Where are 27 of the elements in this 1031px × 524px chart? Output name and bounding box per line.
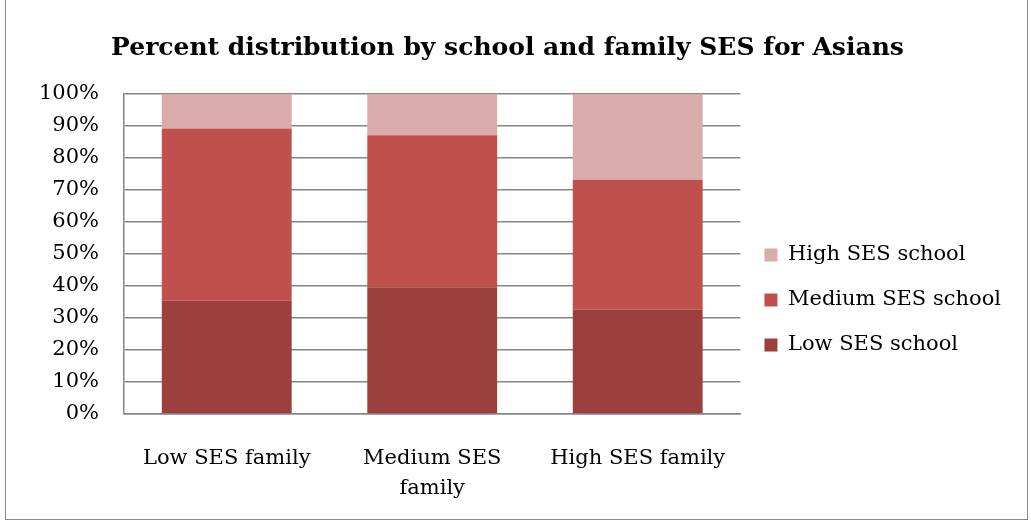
y-tick-label: 10%	[52, 368, 99, 393]
y-tick-label: 40%	[52, 272, 99, 297]
bar	[572, 309, 703, 414]
x-tick-label: Medium SES family	[363, 445, 502, 499]
legend-label: Medium SES school	[787, 286, 1002, 311]
bar	[367, 94, 498, 136]
y-tick-label: 0%	[65, 400, 99, 425]
bar	[161, 300, 292, 414]
chart-title: Percent distribution by school and family SES for Asians	[111, 31, 904, 61]
y-tick-label: 100%	[38, 80, 99, 105]
legend-label: High SES school	[787, 241, 966, 266]
bar	[161, 128, 292, 301]
y-tick-label: 50%	[52, 240, 99, 265]
y-tick-label: 80%	[52, 144, 99, 169]
bar	[367, 135, 498, 288]
x-tick-label: Low SES family	[142, 445, 311, 470]
y-tick-label: 30%	[52, 304, 99, 329]
bar	[572, 94, 703, 180]
x-tick-label: High SES family	[550, 445, 726, 470]
y-tick-label: 60%	[52, 208, 99, 233]
legend-label: Low SES school	[787, 331, 959, 356]
bar	[367, 287, 498, 414]
y-tick-label: 70%	[52, 176, 99, 201]
bar	[161, 94, 292, 129]
y-tick-label: 20%	[52, 336, 99, 361]
y-tick-label: 90%	[52, 112, 99, 137]
bar	[572, 179, 703, 310]
